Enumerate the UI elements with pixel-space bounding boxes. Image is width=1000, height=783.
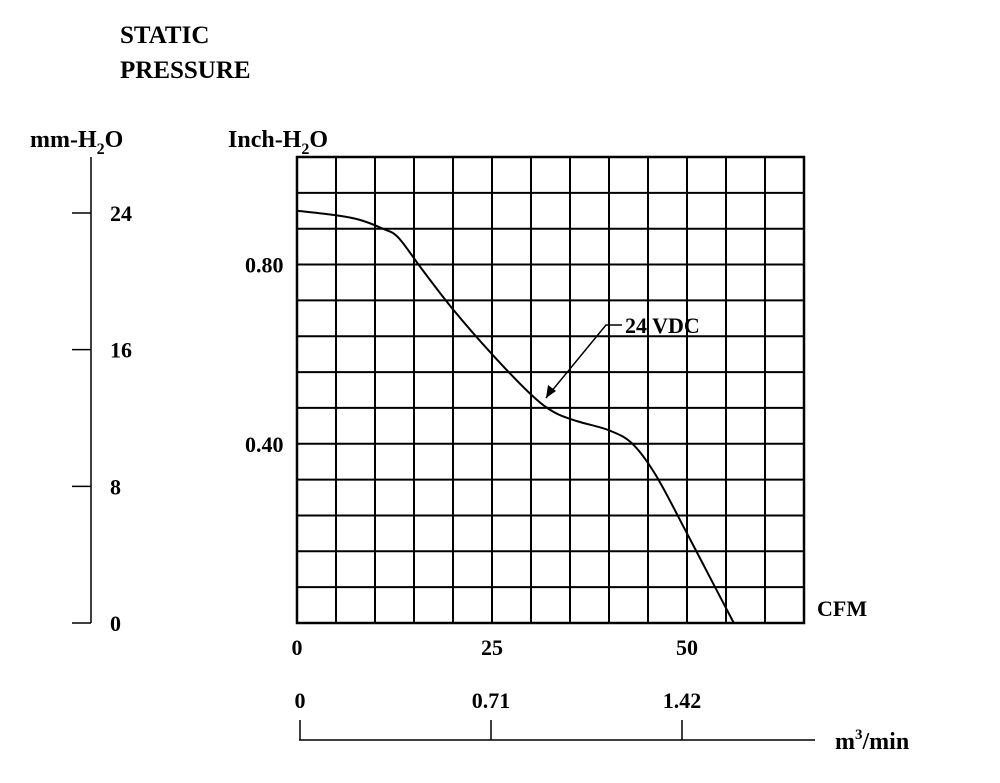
mm-axis-label: mm-H2O	[30, 127, 123, 158]
mm-tick-label: 16	[110, 338, 132, 363]
cfm-axis-label: CFM	[817, 596, 867, 621]
mm-tick-label: 24	[110, 201, 132, 226]
mm-tick-label: 8	[110, 474, 121, 499]
cfm-tick-label: 0	[292, 635, 303, 660]
series-line-24vdc	[296, 209, 735, 624]
cfm-tick-label: 25	[481, 635, 503, 660]
m3-axis-label: m3/min	[835, 727, 909, 755]
m3-tick-label: 1.42	[663, 688, 702, 713]
inch-tick-label: 0.40	[245, 432, 284, 457]
mm-tick-label: 0	[110, 611, 121, 636]
chart-title-line2: PRESSURE	[120, 57, 251, 84]
annotation-leader	[545, 324, 622, 399]
inch-tick-label: 0.80	[245, 253, 284, 278]
m3-tick-label: 0	[295, 688, 306, 713]
chart-title-line1: STATIC	[120, 22, 209, 49]
cfm-tick-label: 50	[676, 635, 698, 660]
plot-frame	[295, 155, 806, 625]
m3-tick-label: 0.71	[472, 688, 511, 713]
annotation-arrowhead	[546, 385, 556, 398]
inch-axis-label: Inch-H2O	[228, 127, 328, 158]
annotation-label: 24 VDC	[625, 313, 700, 338]
